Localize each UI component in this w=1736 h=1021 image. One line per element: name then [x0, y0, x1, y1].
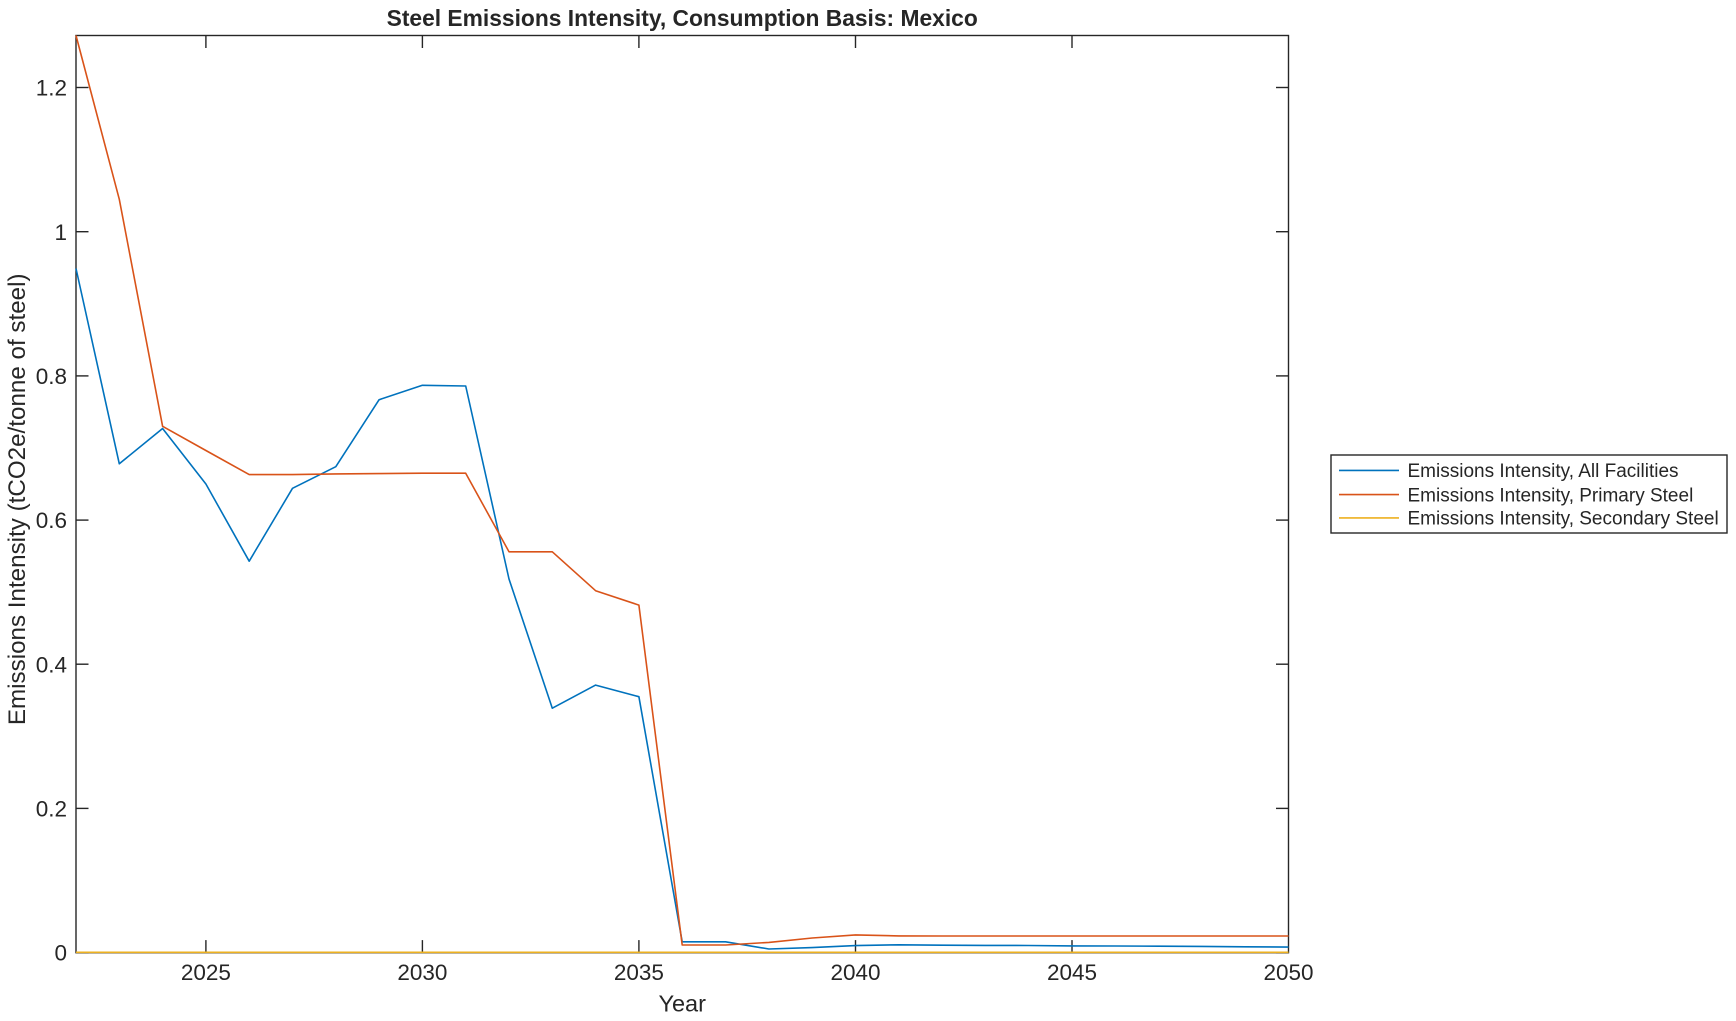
svg-text:Emissions Intensity, Primary S: Emissions Intensity, Primary Steel: [1408, 485, 1694, 506]
svg-text:2040: 2040: [830, 960, 880, 985]
svg-text:Emissions Intensity, Secondary: Emissions Intensity, Secondary Steel: [1408, 509, 1719, 530]
svg-text:2030: 2030: [397, 960, 447, 985]
svg-text:Emissions Intensity (tCO2e/ton: Emissions Intensity (tCO2e/tonne of stee…: [4, 273, 31, 725]
svg-text:2050: 2050: [1263, 960, 1313, 985]
svg-text:1: 1: [54, 220, 67, 245]
svg-text:0: 0: [54, 941, 67, 966]
svg-text:1.2: 1.2: [36, 76, 67, 101]
svg-text:0.2: 0.2: [36, 797, 67, 822]
svg-text:Steel Emissions Intensity, Con: Steel Emissions Intensity, Consumption B…: [387, 5, 978, 31]
svg-text:2035: 2035: [614, 960, 664, 985]
svg-text:0.4: 0.4: [36, 652, 67, 677]
svg-text:2045: 2045: [1047, 960, 1097, 985]
svg-text:0.6: 0.6: [36, 508, 67, 533]
svg-text:2025: 2025: [181, 960, 231, 985]
svg-text:Year: Year: [658, 991, 706, 1017]
svg-text:Emissions Intensity, All Facil: Emissions Intensity, All Facilities: [1408, 461, 1679, 482]
svg-text:0.8: 0.8: [36, 364, 67, 389]
